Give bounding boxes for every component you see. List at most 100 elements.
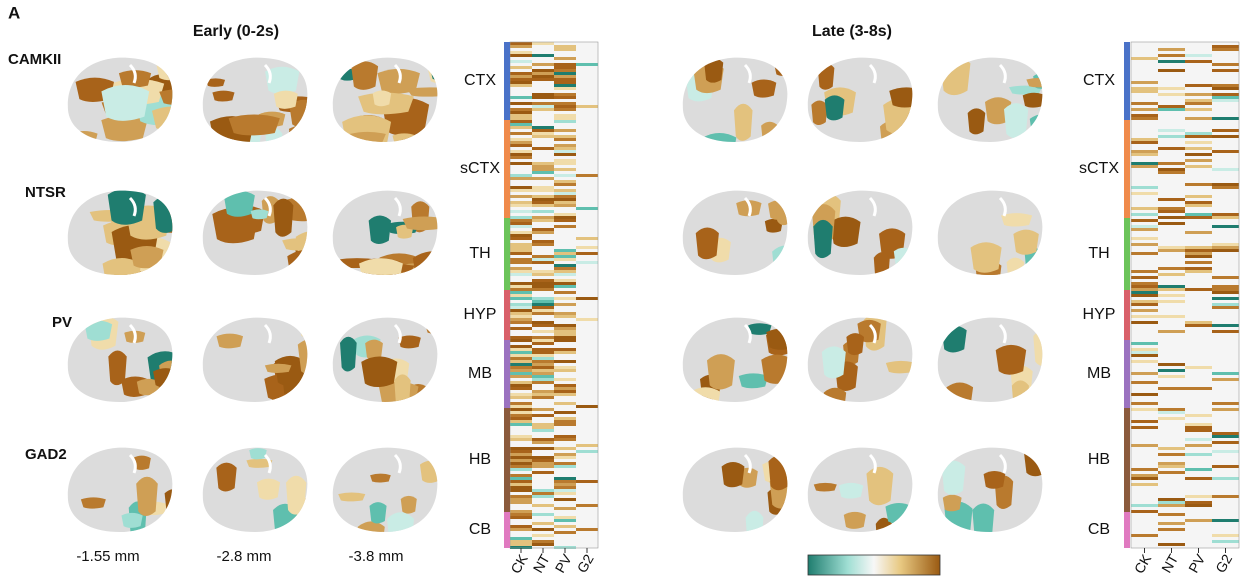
heatmap-cell [532,270,554,273]
heatmap-cell [510,45,532,48]
heatmap-cell [532,321,554,324]
depth-label: -1.55 mm [76,548,139,565]
heatmap-cell [554,102,576,105]
heatmap-cell [554,189,576,192]
heatmap-cell [532,261,554,264]
heatmap-cell [510,474,532,477]
heatmap-cell [554,360,576,363]
region-patch [159,89,203,105]
heatmap-cell [1185,201,1212,204]
region-patch [885,503,912,524]
region-patch [216,463,236,492]
heatmap-cell [554,180,576,183]
heatmap-cell [1131,348,1158,351]
heatmap-cell [576,504,598,507]
region-patch [287,250,326,287]
heatmap-cell [1185,423,1212,426]
heatmap-cell [1131,420,1158,423]
heatmap-cell [1131,213,1158,216]
heatmap-cell [532,522,554,525]
heatmap-cell [554,183,576,186]
heatmap-cell [1131,354,1158,357]
heatmap-cell [1212,87,1239,90]
heatmap-cell [510,363,532,366]
heatmap-cell [1212,285,1239,288]
region-bar [504,512,510,548]
heatmap-cell [532,360,554,363]
heatmap-cell [1212,372,1239,375]
region-bar [1124,290,1130,340]
heatmap-cell [532,279,554,282]
heatmap-cell [532,210,554,213]
heatmap-cell [532,378,554,381]
region-patch [1017,394,1043,421]
heatmap-cell [532,414,554,417]
heatmap-cell [576,105,598,108]
heatmap-cell [554,525,576,528]
colorbar [808,555,940,575]
region-patch [839,483,863,499]
heatmap-cell [1158,48,1185,51]
heatmap-cell [1158,462,1185,465]
region-patch [886,361,916,373]
region-patch [972,504,994,541]
heatmap-cell [1212,84,1239,87]
heatmap-cell [532,441,554,444]
region-label: MB [1087,365,1111,382]
heatmap-cell [532,42,554,45]
region-patch [403,217,447,231]
heatmap-cell [532,459,554,462]
heatmap-cell [554,420,576,423]
heatmap-cell [1131,474,1158,477]
heatmap-cell [532,132,554,135]
heatmap-cell [1212,135,1239,138]
heatmap-cell [1131,162,1158,165]
region-patch [215,128,236,158]
heatmap-cell [1158,375,1185,378]
heatmap-cell [1185,249,1212,252]
heatmap-cell [1131,225,1158,228]
heatmap-cell [576,261,598,264]
heatmap-cell [1212,183,1239,186]
region-patch [1012,380,1029,410]
heatmap-cell [1158,501,1185,504]
heatmap-cell [532,513,554,516]
heatmap-cell [510,225,532,228]
heatmap-cell [1131,186,1158,189]
heatmap-cell [1185,366,1212,369]
heatmap-cell [554,423,576,426]
heatmap-cell [510,294,532,297]
heatmap-cell [1131,219,1158,222]
heatmap-cell [1212,306,1239,309]
heatmap-cell [554,72,576,75]
heatmap-cell [510,360,532,363]
heatmap-cell [554,93,576,96]
heatmap-cell [554,114,576,117]
heatmap-cell [554,312,576,315]
heatmap-cell [1185,426,1212,429]
group-title: Early (0-2s) [193,23,279,40]
region-patch [752,79,777,97]
region-bar [1124,512,1130,548]
heatmap-cell [532,393,554,396]
column-label: G2 [574,551,597,575]
heatmap-cell [554,225,576,228]
heatmap-cell [510,372,532,375]
heatmap-cell [1185,414,1212,417]
heatmap-cell [554,213,576,216]
heatmap-cell [1131,90,1158,93]
heatmap-cell [1158,504,1185,507]
panel-label: A [8,3,20,22]
region-patch [351,61,378,90]
heatmap-cell [1212,330,1239,333]
heatmap-cell [532,297,554,300]
heatmap-cell [1185,102,1212,105]
column-label: G2 [1212,551,1235,575]
heatmap-cell [1131,114,1158,117]
heatmap-cell [554,147,576,150]
heatmap-cell [576,528,598,531]
heatmap-cell [554,387,576,390]
heatmap-cell [576,207,598,210]
heatmap-cell [1131,150,1158,153]
heatmap-cell [510,75,532,78]
